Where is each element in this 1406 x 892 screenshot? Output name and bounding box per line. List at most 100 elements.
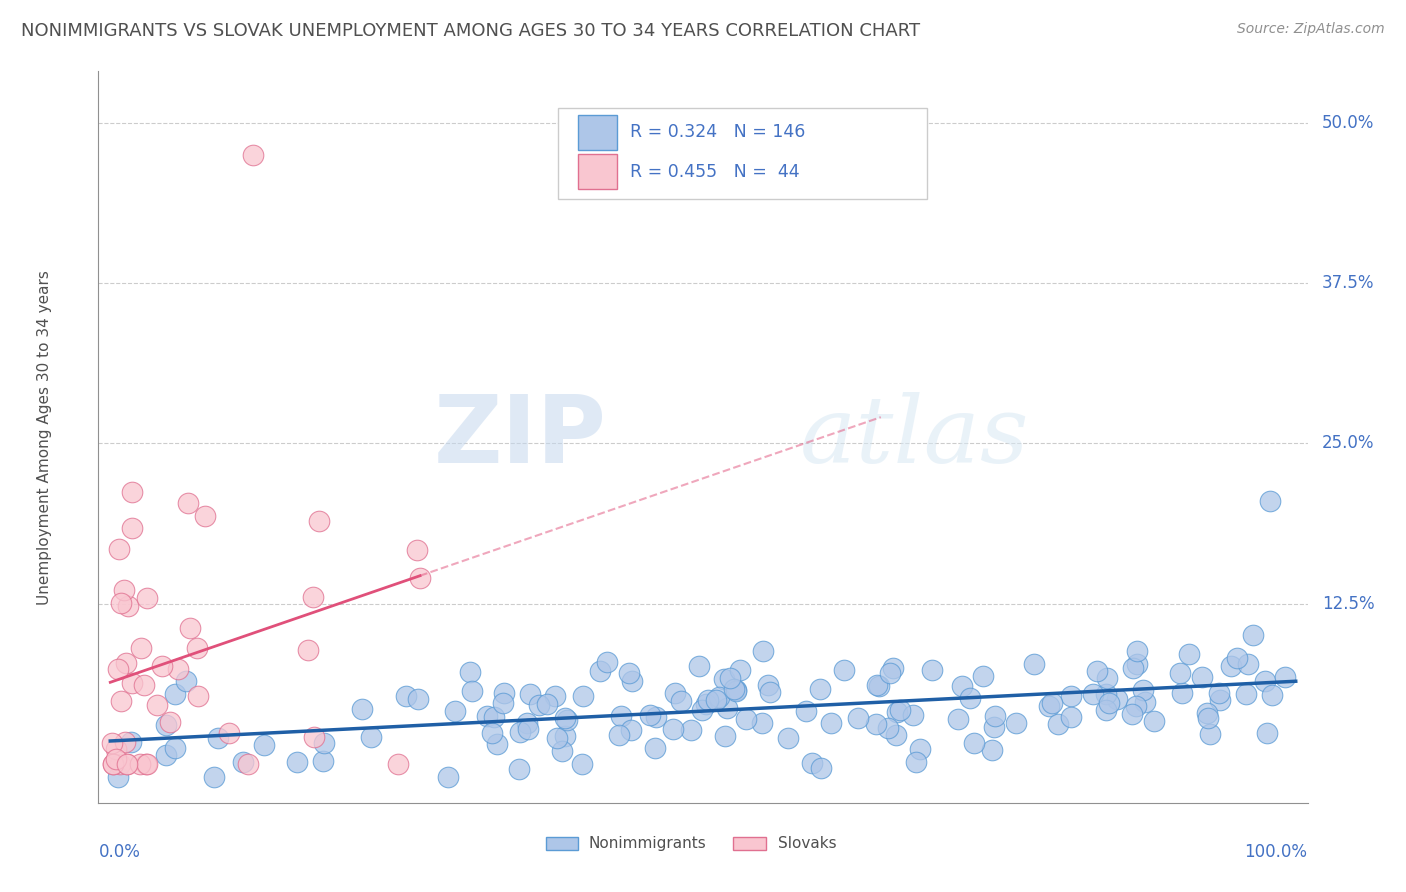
Text: 25.0%: 25.0% <box>1322 434 1375 452</box>
Point <box>108 757 131 772</box>
FancyBboxPatch shape <box>546 838 578 850</box>
Point <box>921 663 943 677</box>
Point <box>644 709 666 723</box>
Point <box>308 514 330 528</box>
Point <box>297 642 319 657</box>
Point <box>796 704 818 718</box>
Point <box>1253 674 1275 689</box>
Point <box>150 658 173 673</box>
Point <box>1274 670 1296 684</box>
Point <box>846 711 869 725</box>
Point <box>751 715 773 730</box>
Point <box>194 509 217 524</box>
Point <box>285 755 308 769</box>
Point <box>207 731 229 746</box>
Point <box>1081 687 1104 701</box>
Point <box>179 621 201 635</box>
Point <box>544 690 567 704</box>
Point <box>1234 687 1257 701</box>
Text: atlas: atlas <box>800 392 1029 482</box>
Point <box>444 704 467 718</box>
Point <box>186 640 208 655</box>
Point <box>889 703 911 717</box>
Point <box>129 640 152 655</box>
Point <box>135 757 157 772</box>
Point <box>536 697 558 711</box>
Point <box>879 666 901 681</box>
Point <box>101 757 124 772</box>
Point <box>519 687 541 701</box>
Point <box>810 761 832 775</box>
Point <box>555 713 578 727</box>
Point <box>950 679 973 693</box>
Point <box>117 757 139 772</box>
Point <box>1260 494 1282 508</box>
Point <box>145 698 167 712</box>
Point <box>1197 711 1219 725</box>
Point <box>104 752 127 766</box>
Point <box>117 599 139 614</box>
Point <box>1195 706 1218 720</box>
Point <box>135 757 157 772</box>
Text: Unemployment Among Ages 30 to 34 years: Unemployment Among Ages 30 to 34 years <box>37 269 52 605</box>
Point <box>1046 716 1069 731</box>
Point <box>302 591 325 605</box>
FancyBboxPatch shape <box>578 114 617 150</box>
Text: NONIMMIGRANTS VS SLOVAK UNEMPLOYMENT AMONG AGES 30 TO 34 YEARS CORRELATION CHART: NONIMMIGRANTS VS SLOVAK UNEMPLOYMENT AMO… <box>21 22 920 40</box>
Point <box>959 690 981 705</box>
Point <box>638 708 661 723</box>
Point <box>129 757 152 772</box>
Point <box>609 708 631 723</box>
Point <box>302 730 325 744</box>
Point <box>983 720 1005 734</box>
Point <box>946 712 969 726</box>
Point <box>664 686 686 700</box>
Point <box>177 496 200 510</box>
Point <box>759 685 782 699</box>
Point <box>437 770 460 784</box>
Point <box>460 684 482 698</box>
FancyBboxPatch shape <box>558 108 927 200</box>
Point <box>882 661 904 675</box>
Point <box>104 741 127 756</box>
Point <box>962 736 984 750</box>
Point <box>903 708 925 723</box>
Point <box>114 734 136 748</box>
Point <box>620 723 643 737</box>
Point <box>697 692 720 706</box>
Point <box>155 748 177 763</box>
Point <box>972 669 994 683</box>
Point <box>1208 686 1230 700</box>
Text: Nonimmigrants: Nonimmigrants <box>588 836 706 851</box>
Point <box>163 687 186 701</box>
Point <box>395 689 418 703</box>
Point <box>865 717 887 731</box>
Point <box>132 678 155 692</box>
Point <box>253 738 276 752</box>
Point <box>690 703 713 717</box>
Point <box>554 729 576 743</box>
Point <box>1121 707 1143 722</box>
Point <box>1168 665 1191 680</box>
Point <box>984 708 1007 723</box>
Point <box>121 521 143 535</box>
Point <box>232 755 254 769</box>
Point <box>724 683 747 698</box>
Point <box>1261 688 1284 702</box>
Point <box>662 723 685 737</box>
Point <box>481 726 503 740</box>
Point <box>1094 687 1116 701</box>
Point <box>475 708 498 723</box>
Point <box>834 663 856 677</box>
Point <box>494 686 516 700</box>
Point <box>529 698 551 713</box>
Point <box>101 736 124 750</box>
Point <box>1060 690 1083 704</box>
Point <box>360 730 382 744</box>
Point <box>669 694 692 708</box>
Point <box>509 724 531 739</box>
Point <box>218 726 240 740</box>
Point <box>724 683 747 698</box>
Point <box>1142 714 1164 729</box>
Point <box>1132 683 1154 698</box>
